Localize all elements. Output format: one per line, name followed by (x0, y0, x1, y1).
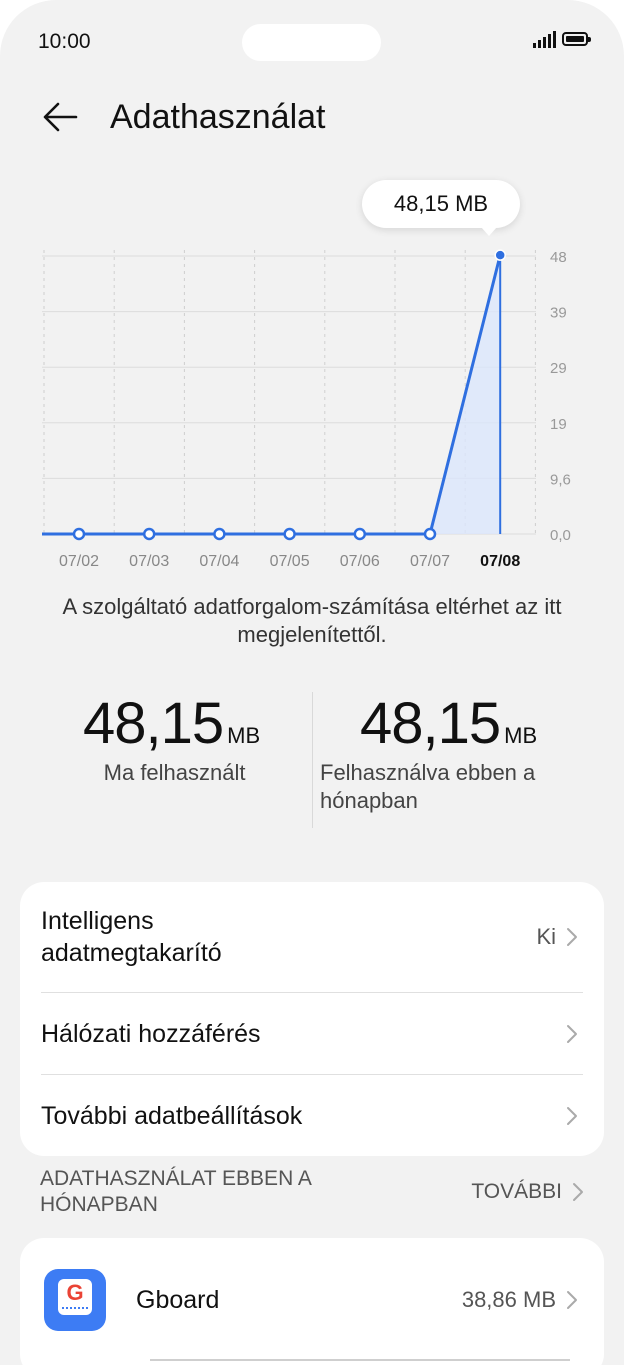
chevron-right-icon (567, 1024, 577, 1043)
x-tick-label: 07/03 (129, 553, 169, 570)
data-point (72, 527, 86, 541)
month-value: 48,15 (360, 691, 501, 756)
back-arrow-icon (43, 102, 78, 132)
usage-stats: 48,15 MB Ma felhasznált 48,15 MB Felhaszná… (0, 690, 624, 830)
data-point (494, 249, 506, 261)
section-title: ADATHASZNÁLAT EBBEN A HÓNAPBAN (40, 1167, 311, 1216)
more-settings-row[interactable]: További adatbeállítások (20, 1075, 604, 1156)
bottom-divider (150, 1359, 570, 1361)
y-tick-label: 19 (550, 416, 567, 433)
y-tick-label: 48 (550, 249, 567, 266)
page-title: Adathasználat (110, 97, 326, 136)
more-link[interactable]: TOVÁBBI (471, 1180, 584, 1204)
status-time: 10:00 (38, 30, 91, 53)
settings-card: Intelligens adatmegtakarító Ki Hálózati … (20, 882, 604, 1156)
smart-saver-row[interactable]: Intelligens adatmegtakarító Ki (20, 882, 604, 992)
data-point (213, 527, 226, 541)
y-tick-label: 29 (550, 360, 567, 377)
y-tick-label: 9,6 (550, 471, 571, 488)
row-divider (41, 1074, 583, 1075)
row-divider (41, 992, 583, 993)
more-label: TOVÁBBI (471, 1180, 562, 1203)
stat-today: 48,15 MB Ma felhasznált (83, 690, 260, 787)
usage-chart[interactable]: 48 39 29 19 9,6 0,0 07/02 07/03 07/04 07/05 07/06 0… (0, 170, 624, 590)
stats-divider (312, 692, 313, 828)
data-point (353, 527, 367, 541)
today-unit: MB (227, 723, 261, 748)
chevron-right-icon (573, 1183, 583, 1201)
chevron-right-icon (567, 1291, 577, 1309)
x-tick-label: 07/05 (270, 553, 310, 570)
disclaimer-text: A szolgáltató adatforgalom-számítása elt… (62, 594, 562, 647)
back-button[interactable] (40, 96, 82, 138)
x-tick-label: 07/06 (340, 553, 380, 570)
chart-tooltip: 48,15 MB (362, 180, 520, 236)
y-tick-label: 39 (550, 305, 567, 322)
today-value: 48,15 (83, 691, 224, 756)
network-access-row[interactable]: Hálózati hozzáférés (20, 993, 604, 1074)
battery-icon (562, 32, 591, 46)
app-row[interactable]: G Gboard 38,86 MB (20, 1238, 604, 1362)
status-icons (533, 30, 591, 48)
signal-icon (533, 30, 556, 48)
header: Adathasználat (40, 96, 326, 138)
app-usage: 38,86 MB (461, 1287, 556, 1312)
chevron-right-icon (567, 1106, 577, 1125)
stat-month: 48,15 MB Felhasználva ebben a hónapban (320, 690, 580, 815)
data-point (423, 527, 437, 541)
y-tick-label: 0,0 (550, 527, 571, 544)
usage-section-header: ADATHASZNÁLAT EBBEN A HÓNAPBAN TOVÁBBI (40, 1166, 584, 1218)
network-access-label: Hálózati hozzáférés (41, 1019, 261, 1048)
x-tick-label: 07/08 (480, 553, 520, 570)
chevron-right-icon (567, 928, 577, 946)
data-point (142, 527, 156, 541)
month-unit: MB (504, 723, 538, 748)
x-tick-label: 07/04 (199, 553, 239, 570)
camera-cutout (242, 24, 381, 61)
smart-saver-value: Ki (536, 924, 556, 949)
x-tick-label: 07/07 (410, 553, 450, 570)
app-name: Gboard (136, 1286, 220, 1314)
data-point (283, 527, 296, 541)
month-label: Felhasználva ebben a hónapban (320, 760, 536, 813)
smart-saver-label: Intelligens adatmegtakarító (41, 907, 222, 967)
x-tick-label: 07/02 (59, 553, 99, 570)
today-label: Ma felhasznált (103, 760, 246, 785)
gboard-icon: G (44, 1269, 106, 1331)
series-area (79, 255, 501, 534)
more-settings-label: További adatbeállítások (41, 1101, 303, 1130)
apps-card: G Gboard 38,86 MB (20, 1238, 604, 1365)
